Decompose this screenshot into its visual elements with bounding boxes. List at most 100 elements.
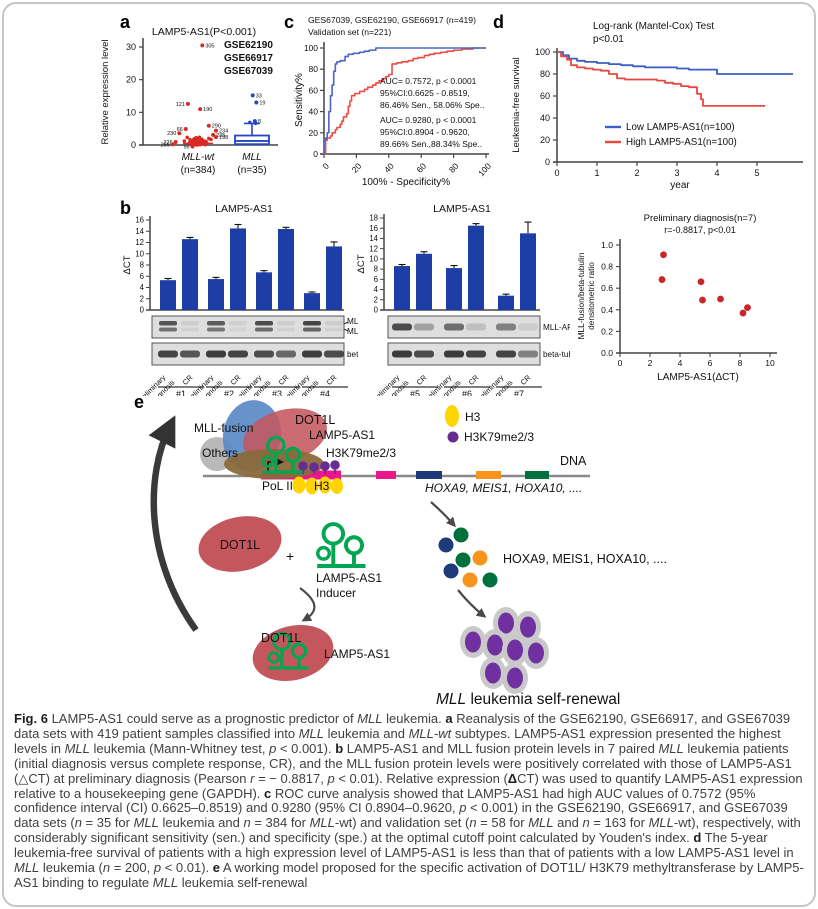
blot-band: [277, 327, 295, 332]
blot-label: beta-tubulin: [543, 350, 570, 359]
svg-text:14: 14: [369, 234, 378, 243]
data-point: [200, 43, 205, 48]
point-label: 190: [203, 107, 212, 113]
panel-a-label: a: [120, 12, 131, 32]
data-point: [250, 93, 255, 98]
svg-text:0: 0: [140, 306, 145, 315]
point-label: 198: [219, 135, 228, 141]
svg-text:80: 80: [309, 64, 319, 74]
roc-xlabel: 100% - Specificity%: [362, 177, 450, 188]
blot-band: [324, 350, 344, 358]
svg-text:1: 1: [594, 168, 599, 178]
data-point: [252, 119, 257, 124]
data-point: [177, 131, 182, 136]
svg-text:40: 40: [382, 161, 396, 175]
lane-label: CR: [414, 373, 428, 387]
roc-stats-training: 86.46% Sen., 58.06% Spe..: [380, 100, 484, 110]
blot-band: [392, 350, 412, 358]
roc-stats-training: AUC= 0.7572, p < 0.0001: [380, 76, 477, 86]
h3k79-label: H3K79me2/3: [326, 446, 396, 460]
roc-title-training: GES67039, GSE62190, GSE66917 (n=419): [308, 15, 476, 25]
blot-band: [325, 321, 343, 326]
svg-text:18: 18: [369, 214, 378, 223]
data-point: [211, 132, 216, 137]
svg-text:14: 14: [135, 227, 144, 236]
data-point: [209, 137, 213, 142]
blot-band: [159, 327, 177, 332]
bar-chart-title: LAMP5-AS1: [433, 203, 491, 215]
blot-band: [207, 327, 225, 332]
blot-band: [414, 323, 434, 331]
blot-band: [518, 350, 538, 358]
box-plot: [234, 134, 270, 146]
data-point: [170, 142, 175, 147]
roc-title-validation: Validation set (n=221): [308, 27, 391, 37]
scatter-xlabel: LAMP5-AS1(ΔCT): [657, 372, 739, 383]
patient-group-label: #5: [410, 389, 420, 396]
blot-band: [276, 350, 296, 358]
svg-text:5: 5: [754, 168, 759, 178]
data-point: [190, 144, 195, 149]
svg-text:10: 10: [135, 249, 144, 258]
roc-stats-training: 95%CI:0.6625 - 0.8519,: [380, 88, 470, 98]
bar: [160, 280, 176, 310]
data-point: [254, 100, 259, 105]
blot-band: [180, 350, 200, 358]
point-label: 33: [256, 93, 262, 99]
svg-text:12: 12: [369, 244, 378, 253]
svg-text:6: 6: [140, 272, 144, 281]
polii-label: PoL II: [262, 479, 293, 493]
bar: [278, 229, 294, 310]
data-point: [198, 107, 203, 112]
blot-band: [444, 350, 464, 358]
blot-band: [255, 327, 273, 332]
dot1l-label-free: DOT1L: [220, 538, 260, 552]
lane-label: CR: [324, 373, 338, 387]
panel-c-roc-curve: GES67039, GSE62190, GSE66917 (n=419) Vali…: [294, 15, 493, 188]
svg-text:0.8: 0.8: [601, 262, 613, 272]
panel-b-barchart-blot-1: LAMP5-AS1 0 2 4 6 8 10 12 14 16 ΔCT MLLN320MLL-AF4 b…: [122, 203, 358, 396]
roc-stats-validation: AUC= 0.9280, p < 0.0001: [380, 115, 477, 125]
blot-band: [228, 350, 248, 358]
data-point: [197, 135, 202, 140]
blot-band: [181, 321, 199, 326]
blot-band: [302, 350, 322, 358]
svg-text:1.0: 1.0: [601, 240, 613, 250]
scatter-ylabel: densitometric ratio: [586, 262, 596, 330]
bar: [446, 268, 462, 310]
point-label: 290: [212, 124, 221, 130]
blot-band: [206, 350, 226, 358]
data-point: [188, 137, 192, 142]
group-name: MLL: [242, 152, 261, 163]
lane-label: CR: [228, 373, 242, 387]
blot-label: beta-tubulin: [347, 350, 358, 359]
svg-text:80: 80: [540, 69, 550, 79]
blot-band: [255, 321, 273, 326]
figure-caption: Fig. 6 LAMP5-AS1 could serve as a progno…: [14, 711, 804, 890]
bar: [230, 228, 246, 310]
svg-text:0: 0: [313, 149, 318, 159]
svg-text:20: 20: [540, 135, 550, 145]
blot-band: [392, 323, 412, 331]
svg-text:0.0: 0.0: [601, 348, 613, 358]
data-point: [182, 139, 187, 143]
scatter-title: Preliminary diagnosis(n=7): [644, 213, 757, 224]
genes-to-proteins-arrow: [430, 501, 456, 528]
legend-h3k79-label: H3K79me2/3: [464, 430, 534, 444]
binding-arrow: [299, 587, 316, 622]
panel-e-label: e: [134, 392, 145, 412]
panel-d-label: d: [493, 12, 504, 32]
svg-text:4: 4: [714, 168, 719, 178]
patient-group-label: #7: [514, 389, 524, 396]
group-name: MLL-wt: [182, 152, 216, 163]
point-label: 19: [259, 101, 265, 107]
svg-text:0.4: 0.4: [601, 305, 613, 315]
dataset-name: GSE66917: [224, 53, 273, 64]
data-point: [739, 309, 747, 317]
legend-entry: High LAMP5-AS1(n=100): [626, 137, 737, 148]
svg-text:100: 100: [535, 47, 550, 57]
enhancer-block: [376, 471, 396, 479]
h3-label: H3: [314, 479, 330, 493]
bar-chart-title: LAMP5-AS1: [215, 203, 273, 215]
